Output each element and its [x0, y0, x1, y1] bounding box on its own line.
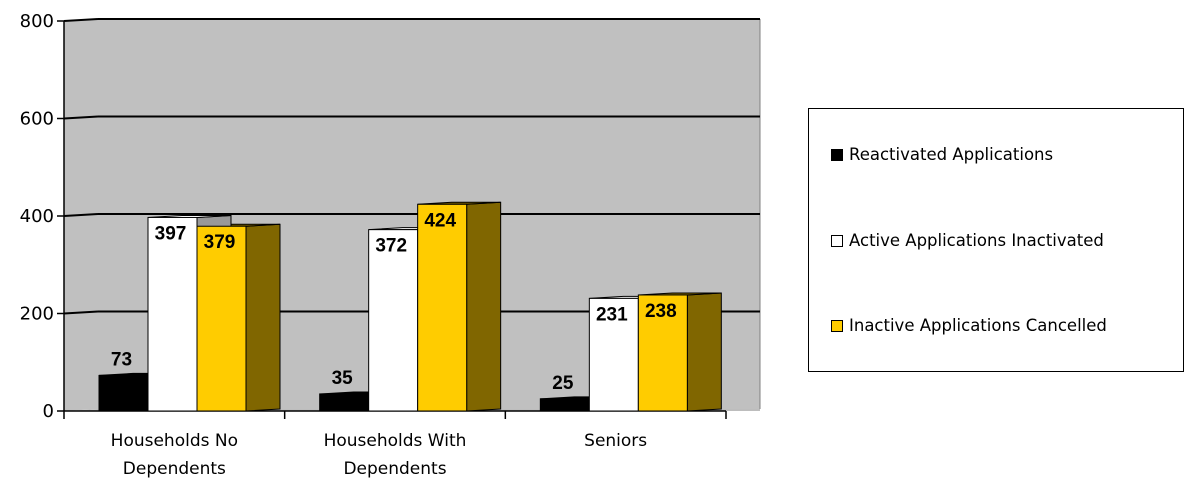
data-label: 424 [424, 210, 456, 231]
legend-item-active-inactivated: Active Applications Inactivated [831, 231, 1104, 250]
x-tick-label: Seniors [584, 431, 647, 451]
bar-side [686, 292, 722, 412]
bar [147, 216, 198, 412]
y-axis: 0 200 400 600 800 [20, 11, 65, 422]
data-label: 379 [204, 232, 236, 253]
bar-side [466, 201, 502, 412]
x-axis: Households No Dependents Households With De… [63, 410, 727, 479]
y-tick-label: 0 [43, 401, 54, 422]
bar [417, 203, 468, 412]
data-label: 372 [375, 236, 407, 257]
y-tick-label: 200 [20, 304, 54, 325]
gridline-diagonal [63, 115, 99, 120]
y-tick-label: 400 [20, 206, 54, 227]
legend-label-active-inactivated: Active Applications Inactivated [849, 231, 1104, 250]
bars [98, 201, 722, 412]
data-label: 231 [596, 304, 628, 325]
bar-side [245, 223, 281, 412]
x-tick-label-line: Dependents [343, 459, 446, 479]
y-tick-label: 800 [20, 11, 54, 32]
legend-swatch-active-inactivated [831, 234, 843, 247]
gridline-diagonal [63, 310, 99, 315]
x-tick-label-line: Seniors [584, 431, 647, 451]
legend-swatch-reactivated [831, 148, 843, 161]
x-tick-label: Households With Dependents [324, 431, 467, 479]
data-label: 73 [111, 349, 132, 370]
legend-label-reactivated: Reactivated Applications [849, 145, 1054, 164]
gridline-diagonal [63, 18, 99, 22]
bar [196, 225, 247, 412]
bar [368, 229, 419, 412]
data-label: 238 [645, 301, 677, 322]
legend-label-inactive-cancelled: Inactive Applications Cancelled [849, 316, 1107, 335]
data-label: 25 [552, 373, 574, 394]
legend-item-reactivated: Reactivated Applications [831, 145, 1053, 164]
bar [637, 294, 688, 412]
data-label: 397 [155, 223, 187, 244]
x-tick-label-line: Households No [111, 431, 238, 451]
y-tick-label: 600 [20, 109, 54, 130]
bar [319, 393, 370, 412]
legend-swatch-inactive-cancelled [831, 319, 843, 332]
x-tick-label: Households No Dependents [111, 431, 238, 479]
data-label: 35 [332, 368, 354, 389]
x-tick-label-line: Dependents [123, 459, 226, 479]
x-tick-label-line: Households With [324, 431, 467, 451]
gridline-diagonal [63, 213, 99, 217]
legend-item-inactive-cancelled: Inactive Applications Cancelled [831, 316, 1107, 335]
data-labels: 73 397 379 35 372 424 25 231 238 [111, 210, 677, 394]
bar [98, 374, 149, 412]
bar [588, 297, 639, 412]
legend: Reactivated Applications Active Applicat… [808, 108, 1184, 372]
bar [539, 398, 590, 412]
